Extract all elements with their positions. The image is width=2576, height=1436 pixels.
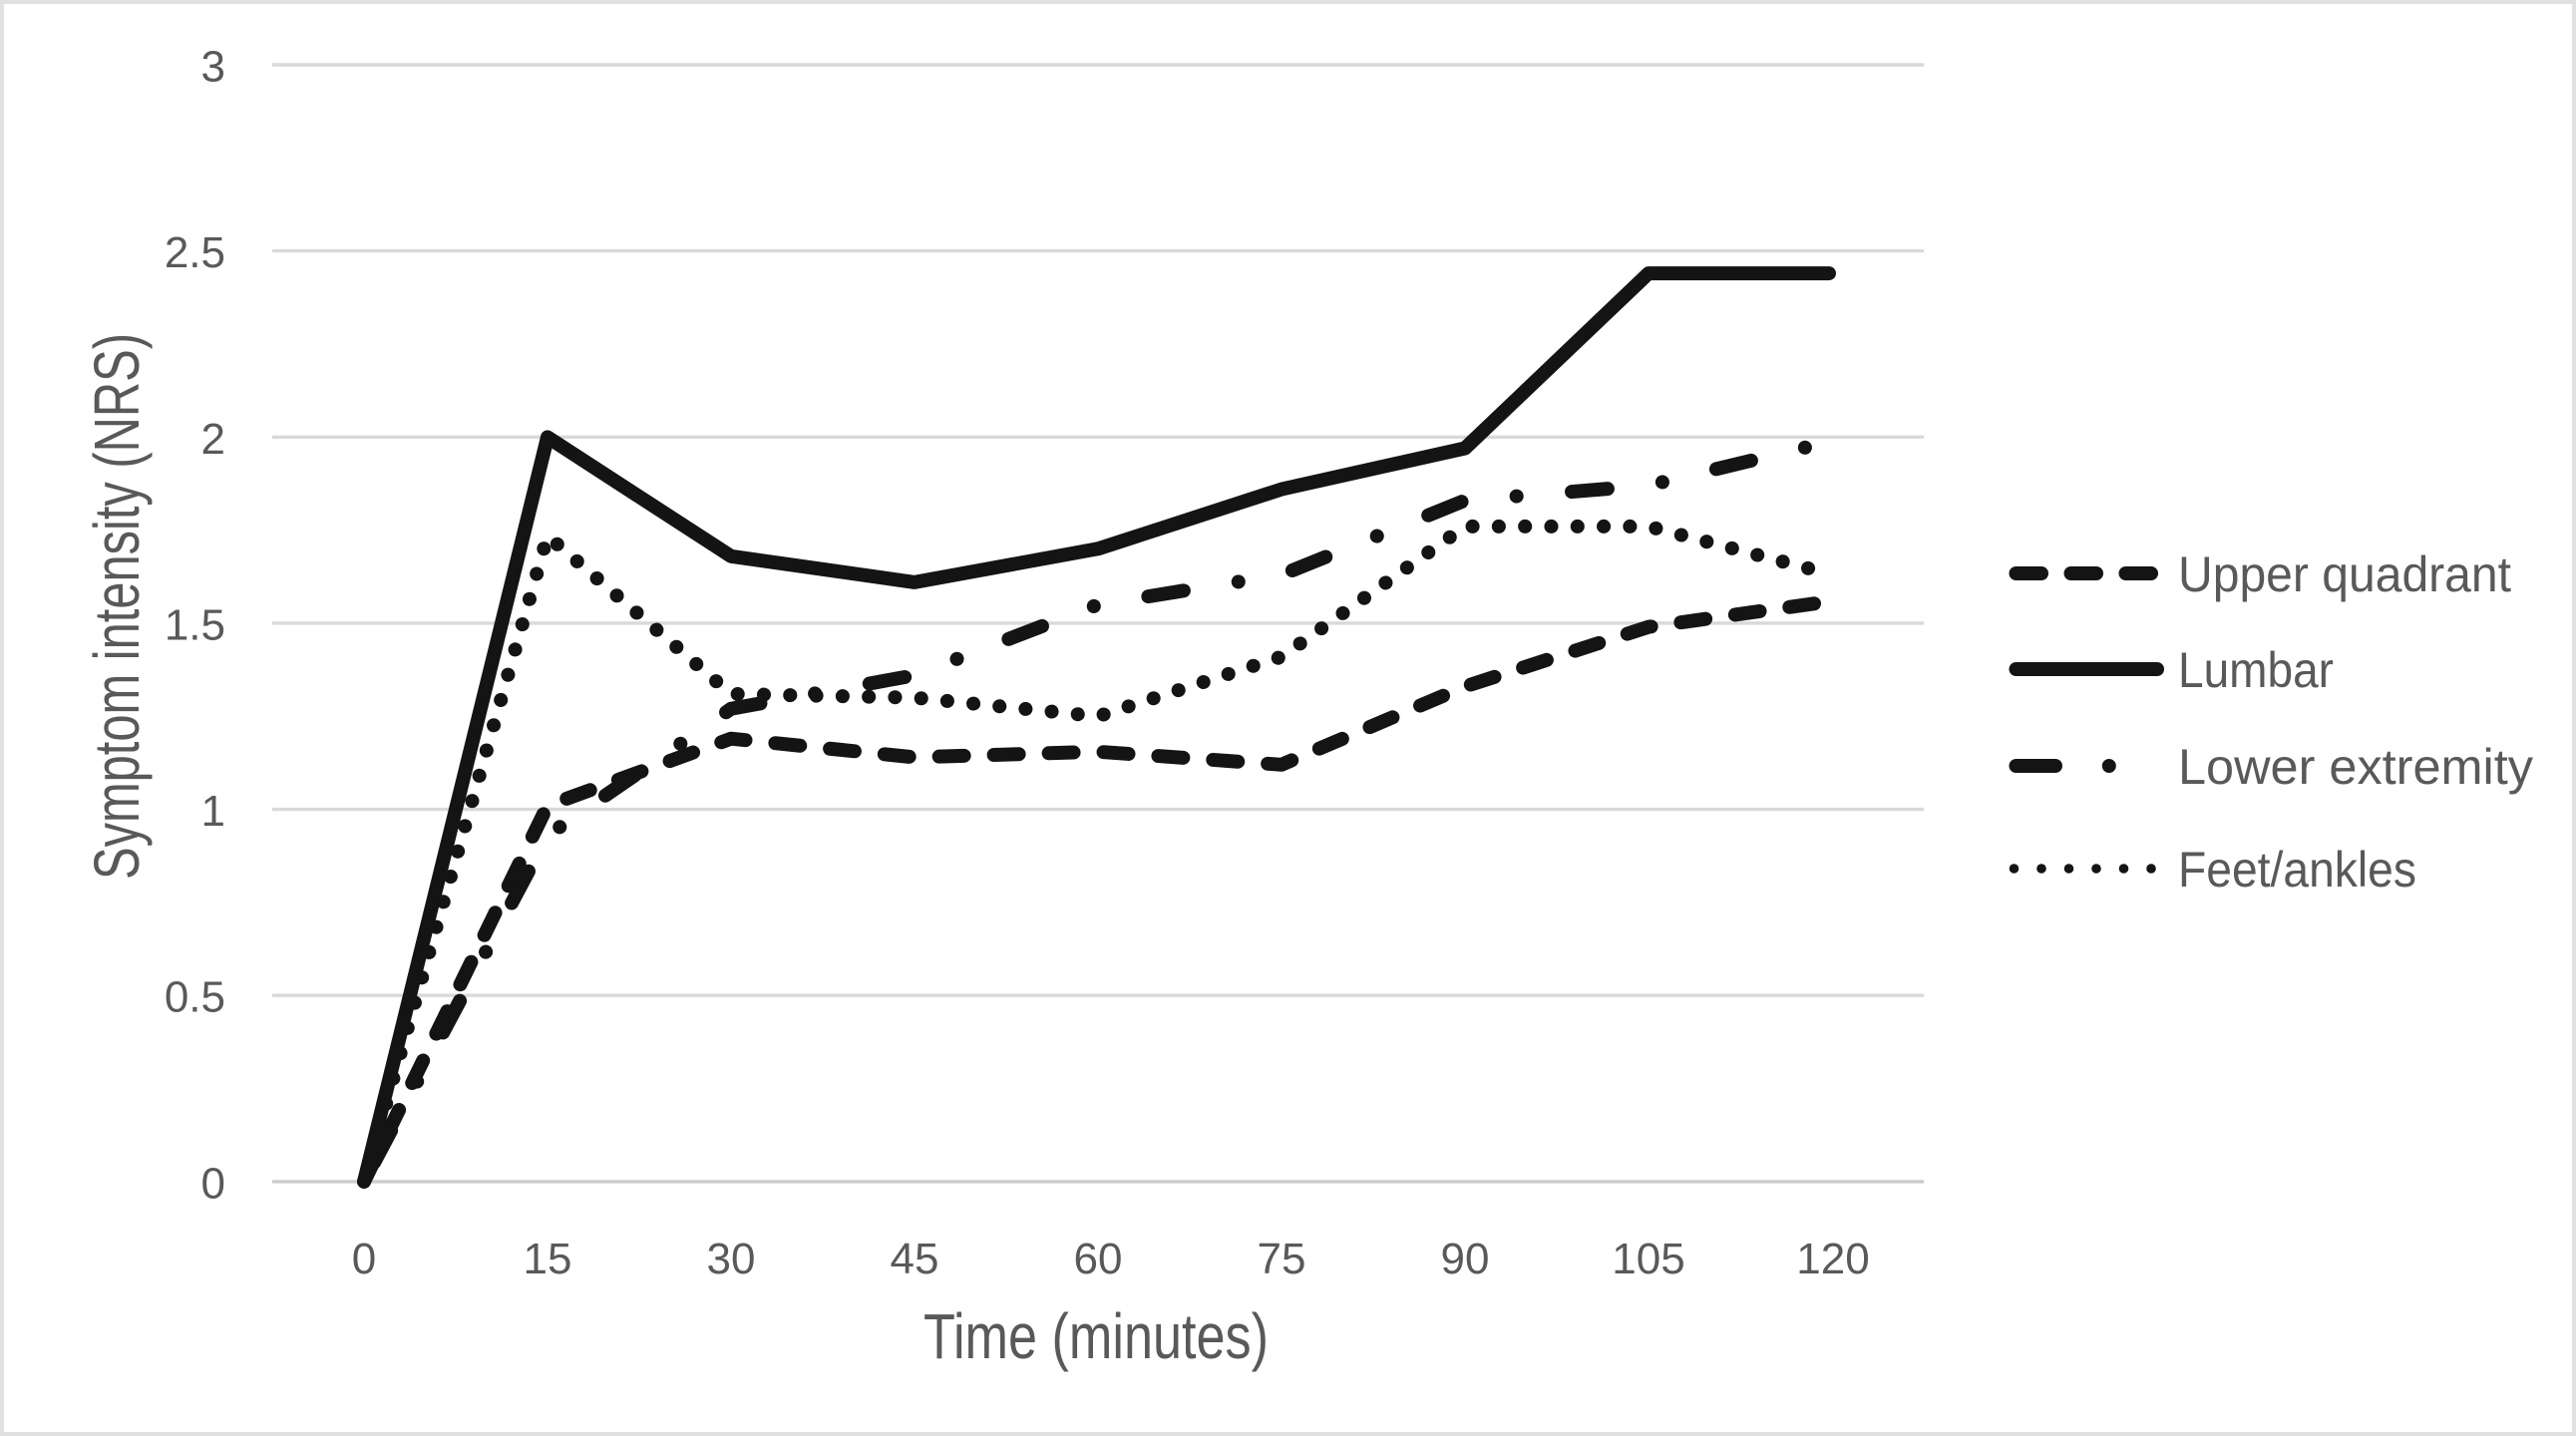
svg-text:0.5: 0.5 [165,973,225,1022]
svg-text:1: 1 [201,787,225,836]
svg-text:2: 2 [201,415,225,464]
svg-text:Lower extremity: Lower extremity [2178,739,2533,795]
svg-text:75: 75 [1258,1235,1306,1283]
svg-text:Feet/ankles: Feet/ankles [2178,842,2416,898]
svg-text:Time (minutes): Time (minutes) [923,1300,1269,1372]
svg-text:90: 90 [1441,1235,1490,1283]
svg-text:105: 105 [1612,1235,1684,1283]
svg-text:Symptom intensity (NRS): Symptom intensity (NRS) [81,333,153,880]
svg-text:Lumbar: Lumbar [2178,642,2334,698]
svg-text:30: 30 [707,1235,756,1283]
svg-text:Upper quadrant: Upper quadrant [2178,546,2511,602]
svg-text:45: 45 [891,1235,939,1283]
svg-text:120: 120 [1796,1235,1869,1283]
svg-text:60: 60 [1074,1235,1123,1283]
svg-text:3: 3 [201,43,225,92]
svg-text:0: 0 [201,1159,225,1208]
svg-text:1.5: 1.5 [165,600,225,649]
svg-text:2.5: 2.5 [165,228,225,277]
svg-text:0: 0 [352,1235,376,1283]
svg-text:15: 15 [524,1235,572,1283]
